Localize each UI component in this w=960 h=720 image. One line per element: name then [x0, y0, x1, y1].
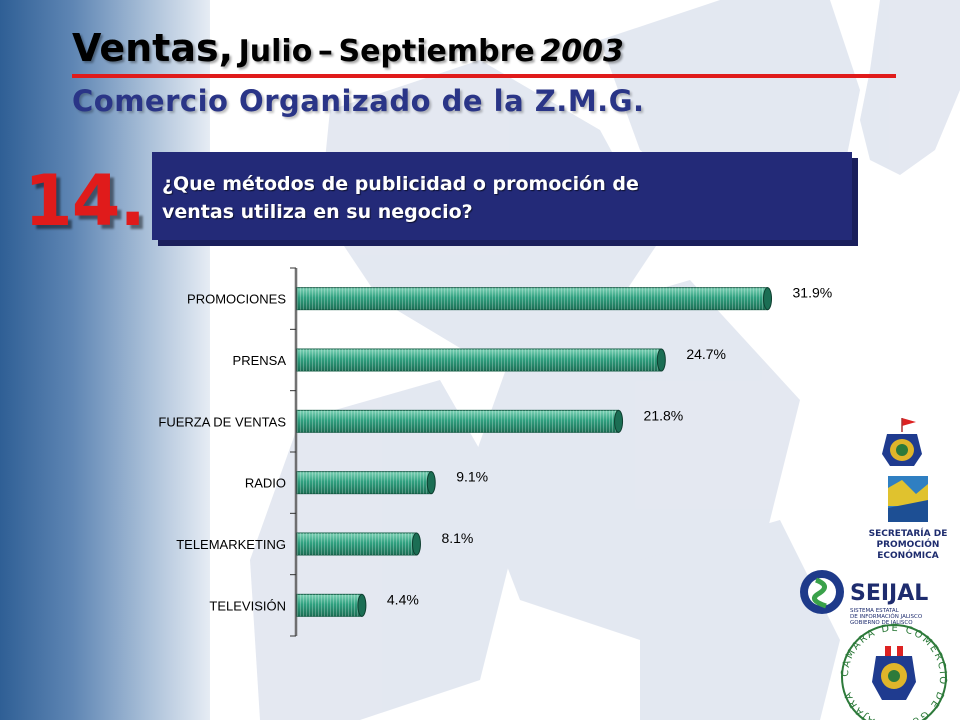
bar-end-cap [411, 532, 421, 556]
data-label: 9.1% [456, 469, 488, 485]
category-label: RADIO [245, 476, 286, 491]
secretaria-promocion-logo: SECRETARÍA DE PROMOCIÓN ECONÓMICA [869, 476, 948, 561]
question-line-2: ventas utiliza en su negocio? [162, 201, 473, 223]
title-ventas: Ventas, [72, 26, 234, 70]
background-gradient-panel [0, 0, 210, 720]
bar-end-cap [763, 287, 773, 311]
bar-end-cap [656, 348, 666, 372]
category-label: PROMOCIONES [187, 292, 286, 307]
bar-texture [297, 471, 432, 494]
question-text: ¿Que métodos de publicidad o promoción d… [162, 170, 802, 226]
data-label: 8.1% [441, 530, 473, 546]
secretaria-line2: PROMOCIÓN [877, 538, 940, 550]
bar-texture [297, 533, 417, 555]
bar-end-cap [357, 593, 367, 617]
secretaria-line1: SECRETARÍA DE [869, 527, 948, 539]
seijal-line2: DE INFORMACIÓN JALISCO [850, 613, 923, 620]
jalisco-coat-of-arms-icon [882, 418, 922, 466]
question-number: 14. [24, 160, 146, 242]
category-label: TELEVISIÓN [209, 598, 286, 613]
data-label: 31.9% [793, 285, 833, 301]
category-label: PRENSA [233, 353, 287, 368]
bar-texture [297, 410, 619, 433]
bar-end-cap [426, 471, 436, 495]
data-label: 24.7% [686, 346, 726, 362]
camara-comercio-seal: CAMARA DE COMERCIO DE GUADALAJARA [840, 623, 947, 720]
category-label: TELEMARKETING [176, 537, 286, 552]
bar-texture [297, 287, 768, 310]
page-subtitle: Comercio Organizado de la Z.M.G. [72, 84, 645, 118]
bar-texture [297, 594, 362, 617]
bar-texture [297, 349, 662, 371]
seijal-logo: SEIJAL SISTEMA ESTATAL DE INFORMACIÓN JA… [800, 570, 928, 626]
seijal-line3: GOBIERNO DE JALISCO [850, 620, 913, 626]
title-year: 2003 [540, 34, 624, 69]
page-title: Ventas, Julio – Septiembre 2003 [72, 26, 624, 70]
title-dash: – [317, 34, 333, 69]
title-septiembre: Septiembre [338, 34, 535, 69]
title-julio: Julio [238, 34, 313, 69]
data-label: 4.4% [387, 591, 419, 607]
data-label: 21.8% [644, 407, 684, 423]
question-box: ¿Que métodos de publicidad o promoción d… [152, 152, 852, 240]
category-label: FUERZA DE VENTAS [158, 414, 286, 429]
logos-column: SECRETARÍA DE PROMOCIÓN ECONÓMICA SEIJAL… [800, 418, 948, 720]
title-underline [72, 74, 896, 78]
secretaria-line3: ECONÓMICA [877, 549, 938, 561]
seijal-name: SEIJAL [850, 581, 928, 606]
bar-end-cap [614, 409, 624, 433]
seijal-line1: SISTEMA ESTATAL [850, 608, 900, 614]
question-line-1: ¿Que métodos de publicidad o promoción d… [162, 173, 639, 195]
